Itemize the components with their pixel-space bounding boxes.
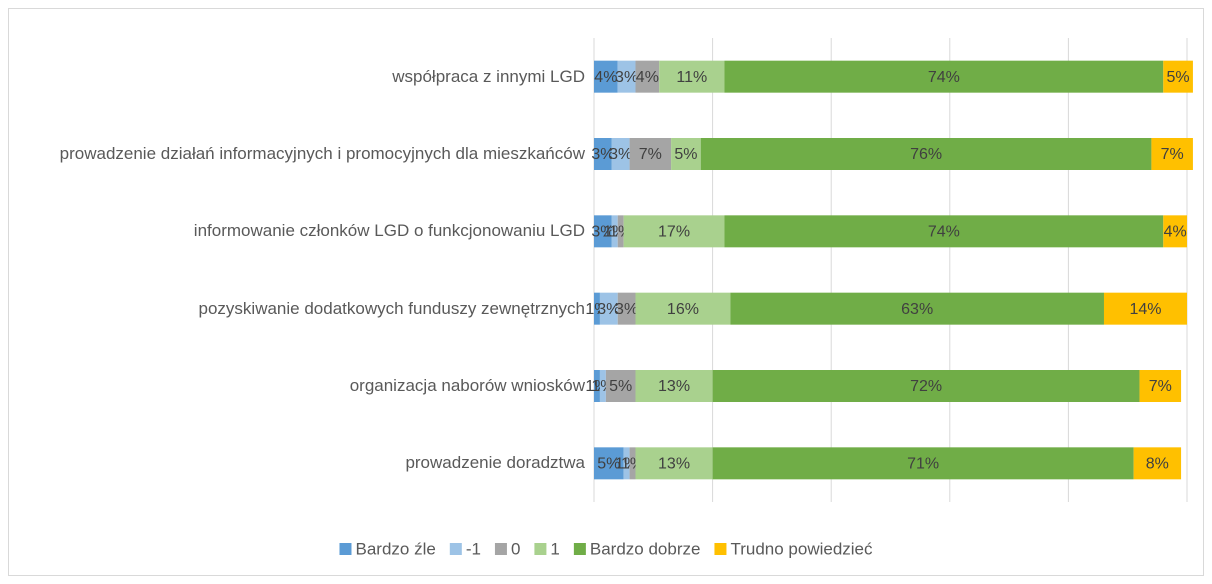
data-label: 7% [1149,378,1172,395]
bar-segment [1163,60,1193,93]
bar-segment [1151,138,1193,170]
data-label: 7% [1161,146,1184,163]
bar-segment [635,447,713,480]
category-label-box: pozyskiwanie dodatkowych funduszy zewnęt… [5,297,585,321]
bar-segment [635,292,731,325]
bar-segment [629,447,636,480]
data-label: 16% [667,301,699,318]
data-label: 3% [591,224,614,241]
bar-segment [623,215,725,248]
data-label: 8% [1146,456,1169,473]
chart-border [8,8,1204,576]
data-label: 5% [597,456,620,473]
category-label: organizacja naborów wniosków [349,376,585,395]
bar-segment [599,370,606,402]
legend-label: Bardzo dobrze [590,539,701,558]
legend-swatch [449,543,462,555]
data-label: 17% [658,224,690,241]
legend-swatch [534,543,547,555]
legend-swatch [573,543,586,555]
bar-segment [635,60,660,93]
category-label: informowanie członków LGD o funkcjonowan… [193,221,585,241]
data-label: 3% [615,301,638,318]
bar-segment [724,215,1164,248]
bar-segment [659,60,725,93]
data-label: 71% [907,456,939,473]
data-label: 5% [609,378,632,395]
data-label: 4% [594,69,617,86]
data-label: 3% [609,146,632,163]
bar-segment [594,60,618,93]
legend-label: 0 [511,539,520,558]
bar-segment [700,138,1152,170]
category-label-box: prowadzenie działań informacyjnych i pro… [5,142,585,166]
bar-segment [1163,215,1187,248]
bar-segment [1133,447,1182,480]
bar-segment [712,447,1134,480]
bar-segment [1139,370,1182,402]
data-label: 11% [676,69,707,86]
bar-segment [594,138,612,170]
data-label: 13% [658,456,690,473]
bar-segment [712,370,1140,402]
category-label: prowadzenie doradztwa [405,453,585,473]
bar-segment [730,292,1104,325]
category-label-box: prowadzenie doradztwa [5,451,585,475]
bar-segment [594,292,600,325]
data-label: 74% [928,224,960,241]
data-label: 3% [597,301,620,318]
bar-segment [594,370,600,402]
bar-segment [617,60,636,93]
data-label: 13% [658,378,690,395]
data-label: 4% [636,69,659,86]
legend-swatch [494,543,507,555]
category-label-box: współpraca z innymi LGD [5,65,585,89]
bar-segment [611,138,630,170]
data-label: 74% [928,69,960,86]
bar-segment [671,138,701,170]
data-label: 7% [639,146,662,163]
legend-label: Bardzo źle [355,539,435,558]
data-label: 14% [1129,301,1161,318]
bar-segment [605,370,636,402]
legend-swatch [339,543,352,555]
legend-swatch [714,543,727,555]
category-label: pozyskiwanie dodatkowych funduszy zewnęt… [198,298,585,318]
data-label: 72% [910,378,942,395]
category-label: prowadzenie działań informacyjnych i pro… [59,144,585,163]
data-label: 3% [615,69,638,86]
bar-segment [724,60,1164,93]
data-label: 5% [1167,69,1190,86]
bar-segment [617,292,636,325]
data-label: 4% [1164,224,1187,241]
legend-label: 1 [550,539,559,558]
bar-segment [617,215,624,248]
data-label: 3% [591,146,614,163]
bar-segment [594,447,624,480]
data-label: 63% [901,301,933,318]
category-label-box: informowanie członków LGD o funkcjonowan… [5,219,585,243]
bar-segment [611,215,618,248]
category-label: współpraca z innymi LGD [392,66,585,86]
bar-segment [629,138,672,170]
legend-label: Trudno powiedzieć [730,539,873,558]
bar-segment [1103,292,1187,325]
bar-segment [635,370,713,402]
data-label: 76% [910,146,942,163]
bar-segment [594,215,612,248]
legend-label: -1 [466,539,481,558]
category-label-box: organizacja naborów wniosków [5,374,585,398]
bar-segment [623,447,630,480]
data-label: 5% [674,146,697,163]
bar-segment [599,292,618,325]
